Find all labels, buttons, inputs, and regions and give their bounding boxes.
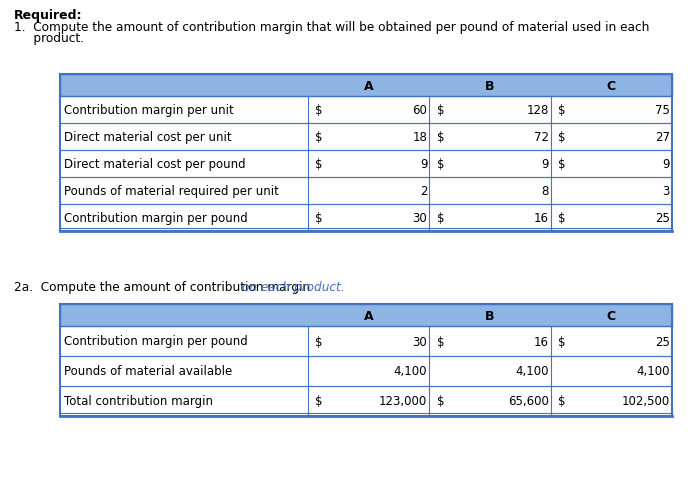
Text: 16: 16 <box>534 212 549 225</box>
Text: $: $ <box>558 131 565 144</box>
Text: 25: 25 <box>655 212 670 225</box>
Text: 75: 75 <box>655 104 670 117</box>
Text: $: $ <box>436 157 444 171</box>
Text: Contribution margin per pound: Contribution margin per pound <box>64 335 247 348</box>
Text: $: $ <box>436 104 444 117</box>
Bar <box>60 326 672 356</box>
Text: 27: 27 <box>655 131 670 144</box>
Text: Direct material cost per unit: Direct material cost per unit <box>64 131 231 144</box>
Text: 9: 9 <box>663 157 670 171</box>
Text: C: C <box>607 79 616 92</box>
Text: $: $ <box>315 335 323 348</box>
Text: $: $ <box>436 395 444 408</box>
Text: 4,100: 4,100 <box>636 365 670 378</box>
Bar <box>60 304 672 326</box>
Text: Pounds of material required per unit: Pounds of material required per unit <box>64 185 279 198</box>
Text: 3: 3 <box>663 185 670 198</box>
Text: $: $ <box>558 335 565 348</box>
Text: 9: 9 <box>420 157 427 171</box>
Text: $: $ <box>558 395 565 408</box>
Text: product.: product. <box>14 32 84 45</box>
Text: 123,000: 123,000 <box>379 395 427 408</box>
Text: B: B <box>485 79 495 92</box>
Bar <box>60 151 672 178</box>
Bar <box>60 97 672 124</box>
Text: $: $ <box>436 335 444 348</box>
Text: $: $ <box>315 212 323 225</box>
Text: 2a.  Compute the amount of contribution margin: 2a. Compute the amount of contribution m… <box>14 280 314 293</box>
Text: 30: 30 <box>413 212 427 225</box>
Text: 128: 128 <box>526 104 549 117</box>
Text: $: $ <box>436 212 444 225</box>
Text: 102,500: 102,500 <box>622 395 670 408</box>
Text: $: $ <box>558 157 565 171</box>
Text: on each product.: on each product. <box>242 280 344 293</box>
Text: Contribution margin per unit: Contribution margin per unit <box>64 104 233 117</box>
Text: 18: 18 <box>413 131 427 144</box>
Text: Direct material cost per pound: Direct material cost per pound <box>64 157 245 171</box>
Text: $: $ <box>315 104 323 117</box>
Text: B: B <box>485 309 495 322</box>
Bar <box>60 356 672 386</box>
Text: Contribution margin per pound: Contribution margin per pound <box>64 212 247 225</box>
Text: $: $ <box>558 104 565 117</box>
Bar <box>60 204 672 231</box>
Text: 60: 60 <box>413 104 427 117</box>
Bar <box>60 124 672 151</box>
Text: 9: 9 <box>541 157 549 171</box>
Bar <box>60 178 672 204</box>
Text: 72: 72 <box>534 131 549 144</box>
Text: Total contribution margin: Total contribution margin <box>64 395 213 408</box>
Text: 2: 2 <box>420 185 427 198</box>
Text: 4,100: 4,100 <box>394 365 427 378</box>
Text: A: A <box>364 79 374 92</box>
Text: 16: 16 <box>534 335 549 348</box>
Text: Pounds of material available: Pounds of material available <box>64 365 232 378</box>
Text: A: A <box>364 309 374 322</box>
Text: 30: 30 <box>413 335 427 348</box>
Text: 4,100: 4,100 <box>515 365 549 378</box>
Text: $: $ <box>315 395 323 408</box>
Bar <box>60 75 672 97</box>
Text: $: $ <box>315 157 323 171</box>
Text: $: $ <box>436 131 444 144</box>
Bar <box>60 386 672 416</box>
Text: 25: 25 <box>655 335 670 348</box>
Text: $: $ <box>315 131 323 144</box>
Text: $: $ <box>558 212 565 225</box>
Text: Required:: Required: <box>14 9 82 22</box>
Text: 2a.  Compute the amount of contribution margin: 2a. Compute the amount of contribution m… <box>14 280 314 293</box>
Text: C: C <box>607 309 616 322</box>
Text: 1.  Compute the amount of contribution margin that will be obtained per pound of: 1. Compute the amount of contribution ma… <box>14 21 650 34</box>
Text: 8: 8 <box>542 185 549 198</box>
Text: 65,600: 65,600 <box>508 395 549 408</box>
